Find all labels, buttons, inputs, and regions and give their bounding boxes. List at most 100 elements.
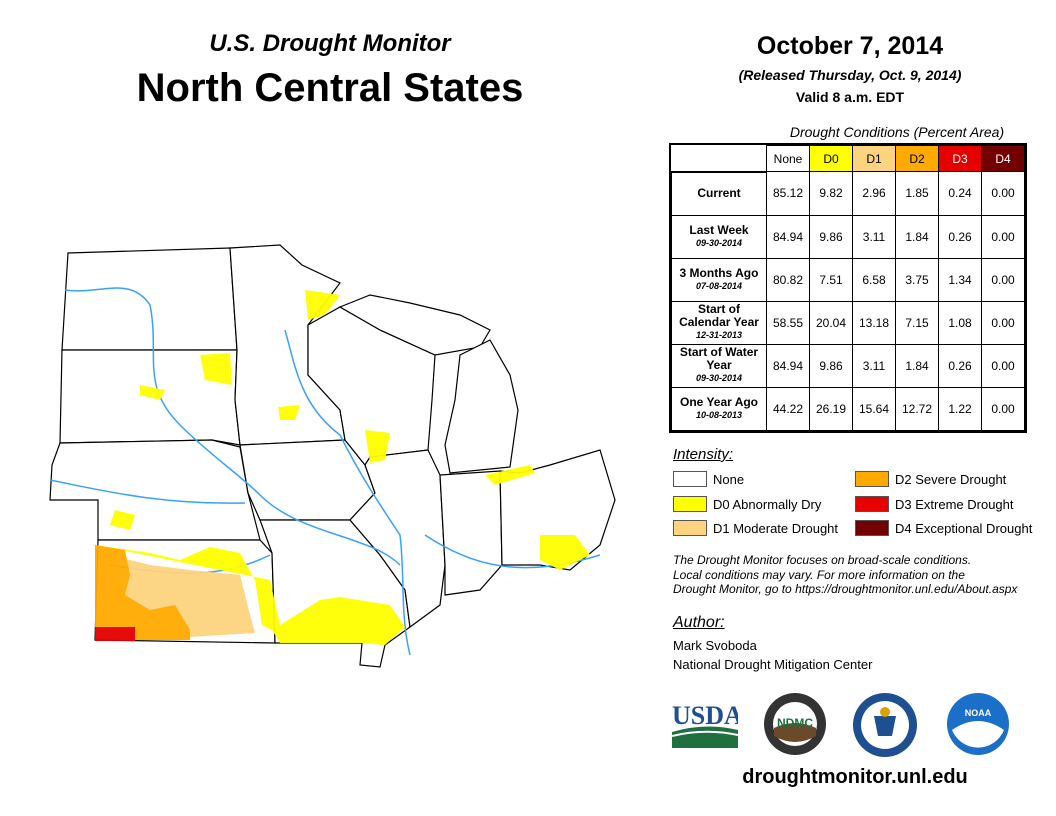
table-cell: 0.00 [981, 214, 1025, 259]
table-cell: 0.00 [981, 171, 1025, 216]
state-il [349, 449, 446, 629]
d2-area [95, 545, 190, 640]
row-label-text: Start of Water Year [679, 345, 759, 372]
disclaimer-note: The Drought Monitor focuses on broad-sca… [673, 553, 1053, 597]
table-cell: 3.75 [895, 257, 939, 302]
legend-item: D4 Exceptional Drought [855, 520, 1032, 536]
map-date: October 7, 2014 [756, 32, 944, 60]
row-date: 09-30-2014 [695, 373, 743, 383]
table-cell: 13.18 [852, 300, 896, 345]
table-cell: 1.34 [938, 257, 982, 302]
legend-label: D2 Severe Drought [895, 471, 1007, 487]
col-header: D4 [981, 145, 1025, 172]
col-header: D2 [895, 145, 939, 172]
table-row: Start of Calendar Year 12-31-2013 58.55 20.… [671, 300, 1025, 345]
drought-map [49, 244, 616, 668]
legend-item: D3 Extreme Drought [855, 496, 1014, 512]
table-cell: 1.22 [938, 386, 982, 431]
legend-label: D3 Extreme Drought [895, 496, 1014, 512]
legend-item: None [673, 471, 744, 487]
usda-logo-text: USDA [672, 701, 738, 730]
table-cell: 2.96 [852, 171, 896, 216]
table-cell: 0.24 [938, 171, 982, 216]
header-blank [671, 145, 767, 173]
subtitle: U.S. Drought Monitor [209, 30, 451, 57]
valid-time: Valid 8 a.m. EDT [795, 89, 905, 105]
state-oh [499, 449, 616, 571]
row-label: Current [671, 171, 767, 216]
table-cell: 3.11 [852, 214, 896, 259]
legend-swatch [855, 520, 889, 536]
table-cell: 9.82 [809, 171, 853, 216]
table-cell: 1.08 [938, 300, 982, 345]
row-label: 3 Months Ago 07-08-2014 [671, 257, 767, 302]
row-label: Start of Calendar Year 12-31-2013 [671, 300, 767, 345]
table-row: Start of Water Year 09-30-2014 84.94 9.86 3.… [671, 343, 1025, 388]
table-cell: 0.00 [981, 300, 1025, 345]
d0-oh [540, 535, 590, 570]
author-title: Author: [673, 614, 725, 631]
table-cell: 15.64 [852, 386, 896, 431]
note-line: Local conditions may vary. For more info… [673, 567, 965, 582]
table-cell: 0.26 [938, 214, 982, 259]
row-label-text: Last Week [689, 222, 749, 237]
state-mi-upper [338, 294, 491, 356]
row-label: One Year Ago 10-08-2013 [671, 386, 767, 431]
row-date: 07-08-2014 [695, 280, 743, 291]
table-cell: 1.84 [895, 343, 939, 388]
website-link[interactable]: droughtmonitor.unl.edu [742, 766, 968, 788]
legend-swatch [855, 471, 889, 487]
table-cell: 9.86 [809, 343, 853, 388]
table-cell: 0.00 [981, 343, 1025, 388]
table-cell: 0.00 [981, 257, 1025, 302]
d0-mi [485, 465, 535, 485]
col-header: D3 [938, 145, 982, 172]
d0-minnesota [305, 290, 340, 320]
table-cell: 1.84 [895, 214, 939, 259]
table-cell: 20.04 [809, 300, 853, 345]
noaa-logo: NOAA [947, 693, 1009, 755]
table-cell: 3.11 [852, 343, 896, 388]
row-date: 09-30-2014 [695, 237, 743, 248]
author-org: National Drought Mitigation Center [673, 657, 873, 672]
row-label-text: 3 Months Ago [679, 265, 759, 280]
legend-item: D1 Moderate Drought [673, 520, 838, 536]
state-mi-lower [444, 339, 519, 474]
table-cell: 7.51 [809, 257, 853, 302]
col-header: D0 [809, 145, 853, 172]
table-cell: 0.00 [981, 386, 1025, 431]
d0-sd [140, 385, 165, 400]
row-label: Last Week 09-30-2014 [671, 214, 767, 259]
usda-logo: USDA [672, 701, 738, 748]
row-label-text: Start of Calendar Year [679, 302, 759, 329]
table-cell: 6.58 [852, 257, 896, 302]
d0-area [95, 545, 405, 645]
table-header-row: None D0 D1 D2 D3 D4 [671, 145, 1025, 173]
table-cell: 84.94 [766, 214, 810, 259]
row-label: Start of Water Year 09-30-2014 [671, 343, 767, 388]
table-cell: 26.19 [809, 386, 853, 431]
table-cell: 1.85 [895, 171, 939, 216]
table-cell: 58.55 [766, 300, 810, 345]
ndmc-logo: NDMC [764, 693, 826, 755]
legend-label: None [713, 471, 745, 487]
legend-item: D2 Severe Drought [855, 471, 1006, 487]
ndmc-logo-text: NDMC [777, 716, 813, 730]
table-cell: 84.94 [766, 343, 810, 388]
state-in [439, 470, 503, 596]
legend-item: D0 Abnormally Dry [673, 496, 821, 512]
legend-swatch [673, 496, 707, 512]
table-row: Current 85.12 9.82 2.96 1.85 0.24 0.00 [671, 171, 1025, 216]
table-cell: 0.26 [938, 343, 982, 388]
note-line: The Drought Monitor focuses on broad-sca… [673, 553, 972, 567]
note-line[interactable]: Drought Monitor, go to https://droughtmo… [673, 582, 1018, 596]
col-header: None [766, 145, 810, 172]
table-row: 3 Months Ago 07-08-2014 80.82 7.51 6.58 3.75 1… [671, 257, 1025, 302]
table-cell: 80.82 [766, 257, 810, 302]
table-caption: Drought Conditions (Percent Area) [789, 124, 1005, 140]
legend-title: Intensity: [673, 446, 734, 463]
legend-label: D1 Moderate Drought [713, 520, 839, 536]
d0-wi [365, 430, 390, 463]
state-ne [49, 439, 261, 541]
row-label-text: One Year Ago [679, 394, 759, 409]
